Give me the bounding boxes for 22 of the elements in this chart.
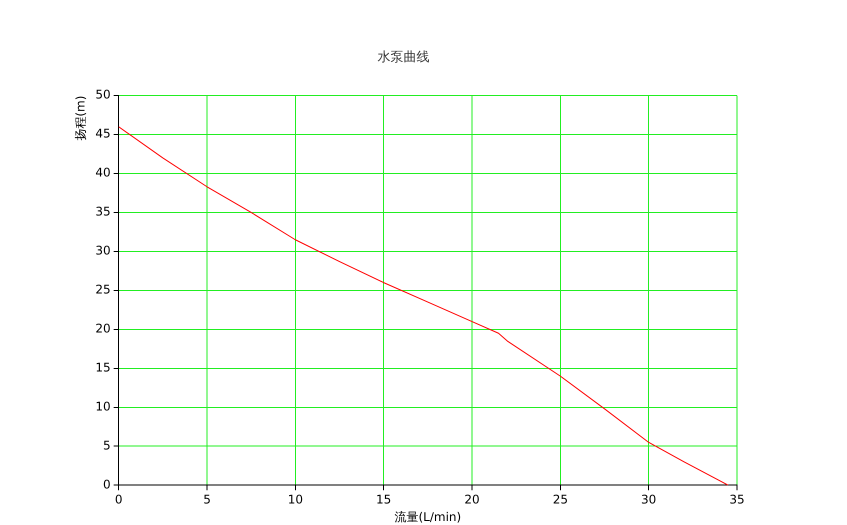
y-tick-label: 45 — [95, 126, 111, 141]
x-tick-label: 35 — [729, 492, 745, 507]
y-tick-label: 40 — [95, 166, 111, 180]
y-tick-label: 0 — [103, 477, 111, 492]
x-tick-label: 10 — [288, 492, 303, 507]
x-tick-label: 5 — [203, 492, 211, 507]
y-axis-title: 扬程(m) — [73, 96, 88, 141]
x-tick-label: 0 — [114, 492, 122, 507]
x-tick-label: 15 — [376, 492, 392, 507]
y-tick-label: 30 — [95, 244, 111, 258]
x-tick-label: 20 — [464, 492, 480, 507]
y-tick-label: 50 — [95, 88, 111, 102]
y-tick-label: 20 — [95, 321, 111, 336]
y-tick-label: 5 — [103, 438, 111, 452]
x-axis-title: 流量(L/min) — [394, 510, 462, 524]
x-tick-label: 25 — [552, 492, 568, 507]
y-tick-label: 35 — [95, 204, 111, 219]
x-tick-label: 30 — [641, 492, 656, 507]
chart-title: 水泵曲线 — [378, 50, 430, 66]
y-tick-label: 25 — [95, 282, 111, 297]
y-tick-label: 15 — [95, 360, 111, 374]
y-tick-label: 10 — [95, 399, 111, 414]
